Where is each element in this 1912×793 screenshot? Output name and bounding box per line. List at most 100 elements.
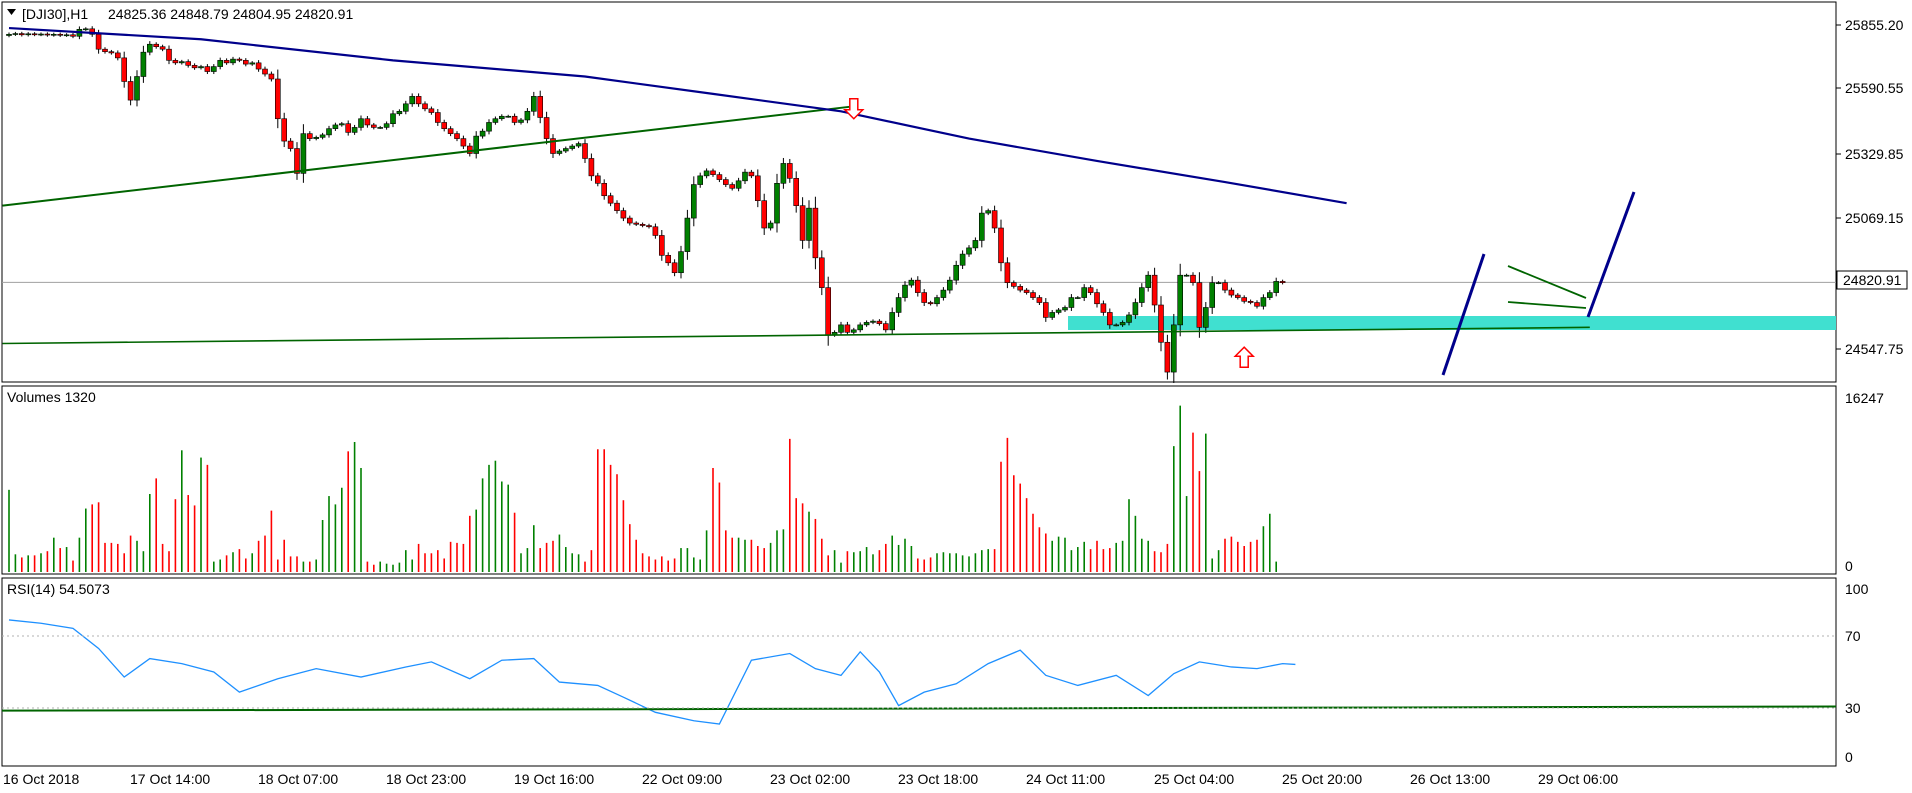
candle-body — [614, 202, 620, 211]
candle-body — [882, 323, 889, 331]
candle-body — [1062, 307, 1068, 311]
price-tick: 24547.75 — [1845, 341, 1904, 357]
candle-body — [383, 123, 390, 128]
candle-body — [1100, 303, 1107, 313]
candle-body — [422, 103, 428, 110]
volume-tick: 0 — [1845, 558, 1853, 574]
candle-body — [671, 262, 678, 274]
candle-body — [230, 58, 236, 64]
candle-body — [620, 210, 627, 219]
candle-body — [319, 134, 326, 138]
candle-body — [1177, 274, 1183, 326]
candle-body — [1260, 297, 1267, 307]
candle-body — [985, 210, 992, 214]
candle-body — [108, 51, 115, 54]
candle-body — [927, 302, 934, 305]
time-tick: 29 Oct 06:00 — [1538, 771, 1618, 787]
candle-body — [466, 145, 473, 154]
candle-body — [761, 200, 768, 229]
candle-body — [486, 122, 492, 132]
candle-body — [390, 113, 396, 124]
candle-body — [326, 128, 332, 136]
candle-body — [364, 118, 371, 126]
candle-body — [1190, 274, 1196, 283]
candle-body — [147, 43, 153, 53]
candle-body — [57, 33, 64, 36]
rsi-tick: 70 — [1845, 628, 1861, 644]
candle-body — [83, 28, 89, 31]
dropdown-triangle-icon[interactable] — [7, 9, 16, 15]
candle-body — [447, 128, 454, 134]
candle-body — [12, 33, 19, 35]
header-ohlc: 24825.36 24848.79 24804.95 24820.91 — [108, 6, 353, 22]
candle-body — [127, 81, 134, 101]
candle-body — [441, 122, 448, 129]
candle-body — [1132, 302, 1139, 316]
candle-body — [582, 143, 588, 159]
time-tick: 19 Oct 16:00 — [514, 771, 594, 787]
candle-body — [1279, 281, 1286, 283]
candle-body — [998, 227, 1004, 264]
candle-body — [50, 33, 57, 36]
candle-body — [774, 183, 780, 224]
volume-panel-frame — [1, 385, 1837, 575]
candle-body — [38, 33, 44, 36]
candle-body — [204, 66, 211, 72]
header-symbol: [DJI30],H1 — [22, 6, 88, 22]
candle-body — [991, 210, 998, 229]
candle-body — [601, 183, 608, 197]
candle-body — [1254, 302, 1260, 307]
candle-body — [844, 324, 851, 333]
candle-body — [946, 279, 953, 291]
pennant-lower-line — [1507, 301, 1587, 309]
candle-body — [786, 163, 793, 179]
candle-body — [345, 123, 352, 133]
candle-body — [678, 251, 684, 274]
candle-body — [908, 279, 915, 286]
rsi-tick: 0 — [1845, 749, 1853, 765]
rsi-title: RSI(14) 54.5073 — [7, 581, 110, 597]
candle-body — [1094, 292, 1100, 305]
candle-body — [934, 297, 940, 305]
candle-body — [1049, 312, 1055, 318]
drawn-lines — [1441, 191, 1636, 376]
price-tick: 25329.85 — [1845, 146, 1904, 162]
rsi-line — [1, 619, 1837, 725]
time-tick: 23 Oct 18:00 — [898, 771, 978, 787]
candle-body — [710, 170, 716, 175]
candle-body — [172, 60, 179, 64]
candle-body — [95, 33, 102, 50]
candle-body — [1126, 314, 1132, 323]
candle-body — [223, 60, 230, 64]
time-tick: 18 Oct 07:00 — [258, 771, 338, 787]
candle-body — [793, 178, 800, 206]
candle-body — [1151, 274, 1158, 306]
candle-body — [1107, 312, 1113, 326]
moving-average — [8, 26, 1347, 205]
candle-body — [1139, 287, 1145, 303]
candle-body — [44, 33, 51, 36]
candle-body — [268, 73, 275, 80]
candle-body — [870, 320, 876, 323]
candle-body — [1241, 297, 1247, 302]
candle-body — [262, 68, 268, 75]
candle-body — [697, 175, 704, 185]
candle-body — [211, 66, 217, 72]
candle-body — [1267, 292, 1273, 298]
current-price-label: 24820.91 — [1843, 272, 1902, 288]
candle-body — [255, 62, 262, 70]
candle-body — [1247, 300, 1254, 303]
candle-body — [799, 205, 806, 241]
candle-body — [959, 253, 966, 266]
candlesticks — [6, 26, 1286, 383]
candle-body — [1075, 297, 1081, 299]
candle-body — [338, 123, 345, 126]
candle-body — [1023, 289, 1030, 293]
candle-body — [153, 43, 159, 48]
candle-body — [217, 60, 223, 67]
candle-body — [889, 312, 896, 331]
candle-body — [1222, 282, 1228, 291]
candle-body — [530, 96, 537, 112]
price-tick: 25069.15 — [1845, 210, 1904, 226]
